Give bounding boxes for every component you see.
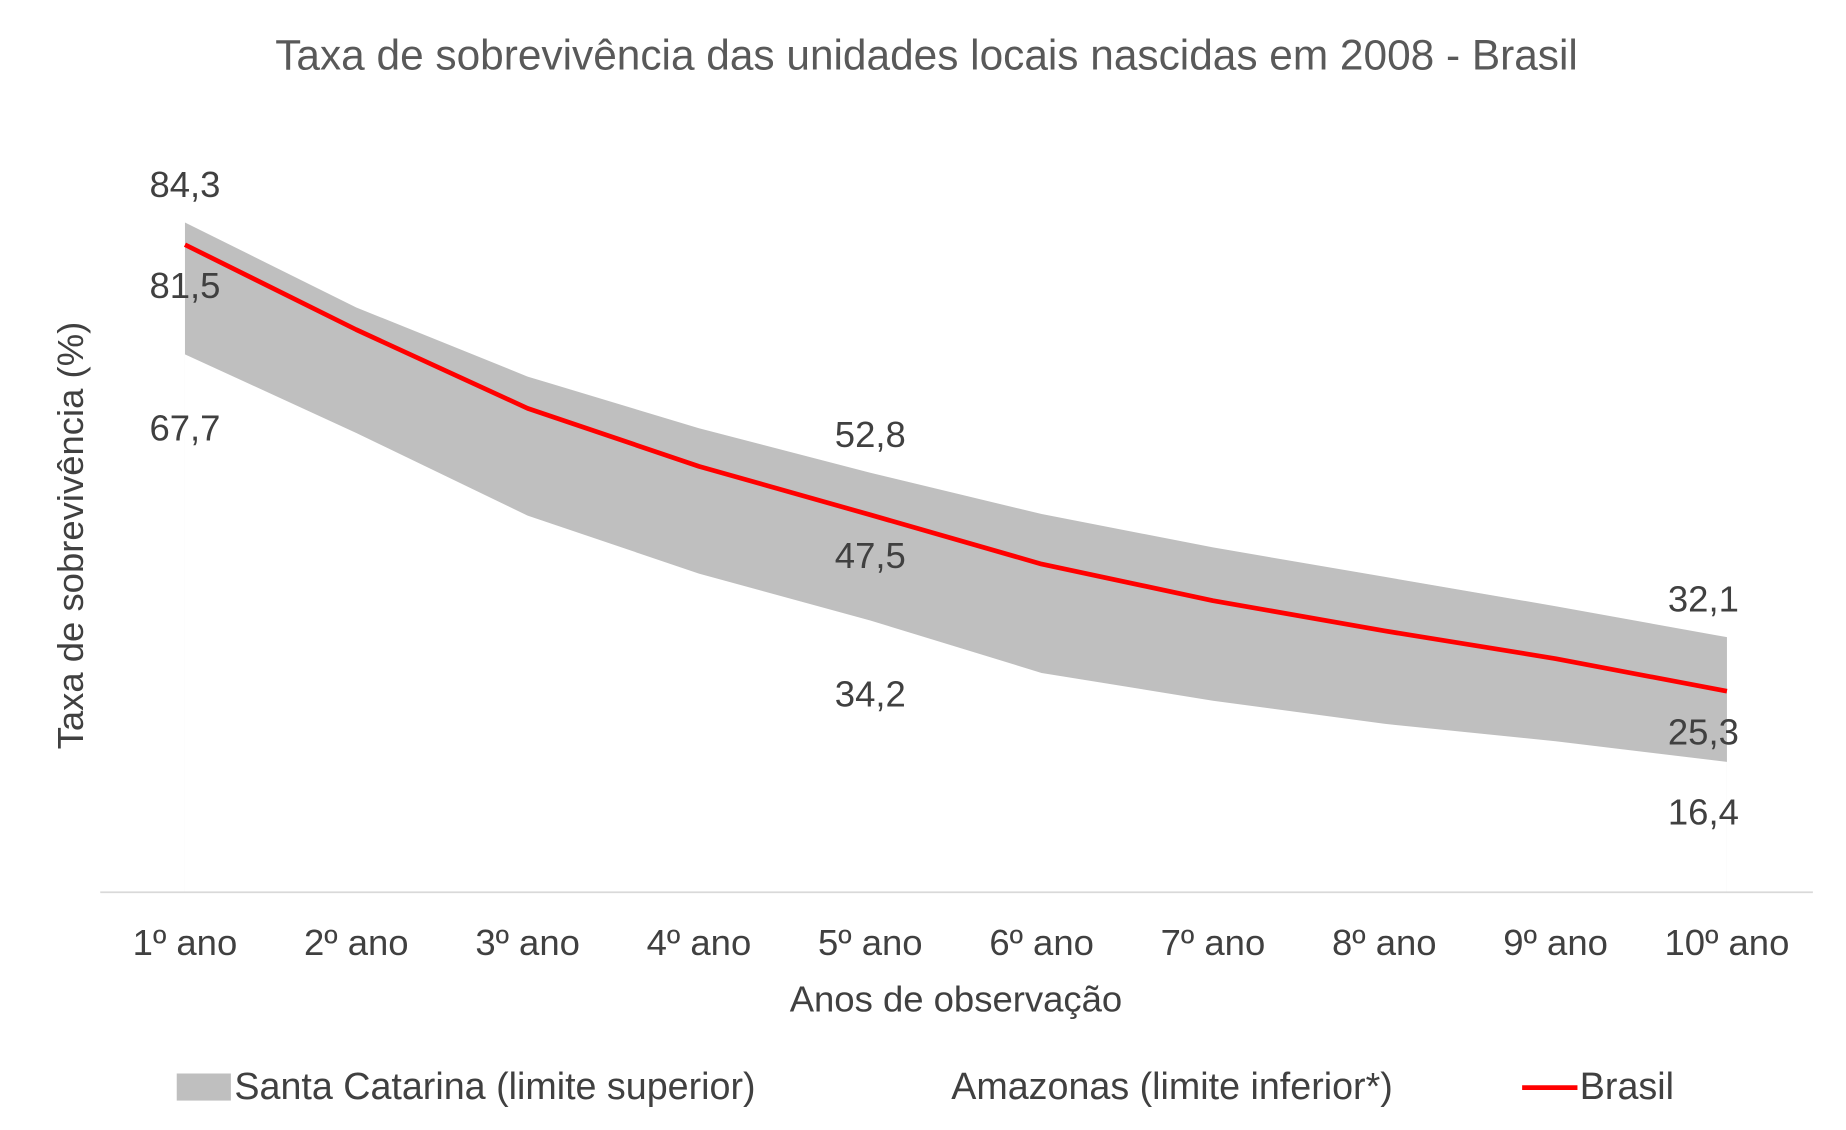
x-tick-label: 2º ano <box>304 922 409 963</box>
x-tick-label: 6º ano <box>989 922 1094 963</box>
x-tick-label: 8º ano <box>1332 922 1437 963</box>
chart-title: Taxa de sobrevivência das unidades locai… <box>275 30 1578 79</box>
x-tick-label: 3º ano <box>475 922 580 963</box>
y-axis-title: Taxa de sobrevivência (%) <box>50 322 91 750</box>
legend-label: Brasil <box>1580 1065 1674 1107</box>
data-label: 67,7 <box>149 407 220 448</box>
data-label: 47,5 <box>835 535 906 576</box>
x-axis-title: Anos de observação <box>790 978 1122 1019</box>
title-box: Taxa de sobrevivência das unidades locai… <box>275 30 1578 79</box>
legend-swatch <box>176 1073 231 1101</box>
x-tick-label: 10º ano <box>1665 922 1790 963</box>
data-label: 84,3 <box>149 164 220 205</box>
x-tick-label: 7º ano <box>1161 922 1266 963</box>
data-label: 52,8 <box>835 414 906 455</box>
brasil-line <box>183 242 1728 694</box>
x-tick-label: 4º ano <box>647 922 752 963</box>
lower-area <box>184 354 1727 893</box>
data-label: 25,3 <box>1668 711 1739 752</box>
legend-label: Amazonas (limite inferior*) <box>951 1065 1393 1107</box>
data-label: 34,2 <box>835 674 906 715</box>
legend: Santa Catarina (limite superior) Amazonas… <box>176 1065 1674 1107</box>
x-tick-label: 1º ano <box>133 922 238 963</box>
data-label: 81,5 <box>149 265 220 306</box>
x-tick-label: 9º ano <box>1503 922 1608 963</box>
data-label: 16,4 <box>1668 792 1739 833</box>
plot-area <box>183 222 1728 893</box>
data-label: 32,1 <box>1668 579 1739 620</box>
x-tick-label: 5º ano <box>818 922 923 963</box>
legend-label: Santa Catarina (limite superior) <box>234 1065 755 1107</box>
